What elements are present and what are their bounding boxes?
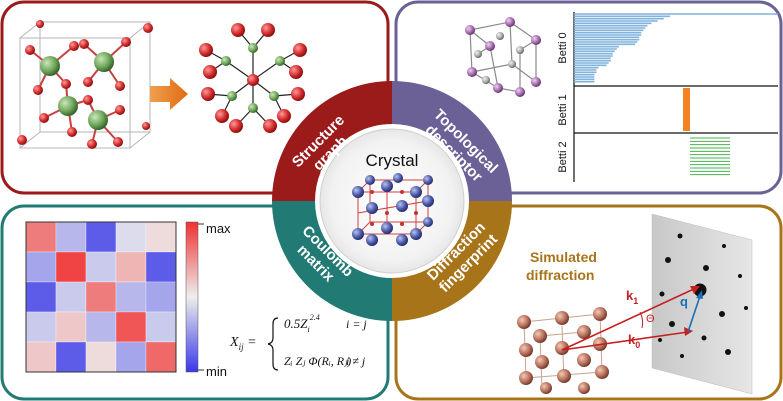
svg-text:0.5Zi2.4: 0.5Zi2.4 — [284, 313, 320, 334]
heatmap-cell — [55, 221, 87, 253]
heatmap-cell — [115, 251, 147, 283]
heatmap-cell — [115, 311, 147, 343]
heatmap-cell — [115, 341, 147, 373]
diffraction-labels: k1 k0 q Θ — [626, 288, 688, 350]
heatmap-cell — [145, 341, 177, 373]
heatmap-cell — [25, 221, 57, 253]
q-label: q — [680, 294, 688, 309]
k1-label: k — [626, 288, 634, 303]
heatmap-cell — [25, 341, 57, 373]
heatmap-cell — [115, 281, 147, 313]
formula-case1-expr: 0.5Z — [284, 316, 308, 331]
diffraction-title: Simulated diffraction — [526, 249, 597, 283]
betti0-label: Betti 0 — [557, 32, 569, 63]
coulomb-heatmap — [25, 221, 177, 373]
diffraction-vectors — [561, 286, 703, 351]
colorbar-min-label: min — [206, 364, 227, 379]
coulomb-formula: Xij = 0.5Zi2.4 i = j Zᵢ Zⱼ Φ(Rᵢ, Rⱼ) i ≠… — [229, 313, 367, 371]
orange-arrow-icon — [150, 78, 188, 110]
heatmap-cell — [145, 251, 177, 283]
heatmap-cell — [145, 221, 177, 253]
heatmap-cell — [85, 341, 117, 373]
topological-crystal-model — [465, 17, 541, 97]
betti2-bars — [690, 137, 730, 176]
heatmap-cell — [85, 221, 117, 253]
heatmap-cell — [145, 311, 177, 343]
diffraction-title-line2: diffraction — [526, 267, 594, 283]
heatmap-cell — [55, 251, 87, 283]
formula-lhs-sub: ij — [239, 342, 245, 352]
heatmap-cell — [85, 281, 117, 313]
k0-label: k — [628, 332, 636, 347]
svg-text:k1: k1 — [626, 288, 638, 306]
center-crystal-model — [352, 173, 434, 246]
heatmap-cell — [145, 281, 177, 313]
heatmap-cell — [25, 281, 57, 313]
betti1-bars — [683, 88, 690, 131]
svg-text:k0: k0 — [628, 332, 640, 350]
formula-lhs: X — [229, 335, 239, 350]
coulomb-colorbar: max min — [185, 221, 231, 379]
heatmap-cell — [85, 311, 117, 343]
structure-graph-drawing — [199, 23, 307, 133]
k0-subscript: 0 — [635, 340, 640, 350]
heatmap-cell — [25, 311, 57, 343]
central-ring — [272, 81, 512, 321]
betti1-label: Betti 1 — [557, 94, 569, 125]
formula-case1-sup: 2.4 — [310, 313, 320, 322]
svg-text:Xij =: Xij = — [229, 335, 257, 352]
diffraction-title-line1: Simulated — [530, 249, 597, 265]
formula-case2-cond: i ≠ j — [346, 354, 366, 368]
structure-crystal-model — [17, 20, 153, 149]
heatmap-cell — [25, 251, 57, 283]
theta-label: Θ — [646, 313, 655, 325]
heatmap-cell — [55, 341, 87, 373]
heatmap-cell — [55, 281, 87, 313]
heatmap-cell — [55, 311, 87, 343]
betti1-bar — [683, 88, 690, 131]
formula-case1-cond: i = j — [346, 317, 367, 331]
k1-subscript: 1 — [633, 296, 638, 306]
formula-case2-expr: Zᵢ Zⱼ Φ(Rᵢ, Rⱼ) — [284, 354, 351, 368]
heatmap-cell — [85, 251, 117, 283]
betti2-label: Betti 2 — [557, 141, 569, 172]
colorbar-max-label: max — [206, 221, 231, 236]
betti0-bars — [574, 13, 778, 83]
formula-case1-sub: i — [307, 325, 309, 334]
heatmap-cell — [115, 221, 147, 253]
center-crystal-label: Crystal — [366, 151, 419, 170]
detector-screen — [651, 213, 753, 395]
diffraction-crystal-model — [517, 307, 609, 394]
persistence-barcode-plot: Betti 0 Betti 1 Betti 2 — [557, 12, 778, 182]
